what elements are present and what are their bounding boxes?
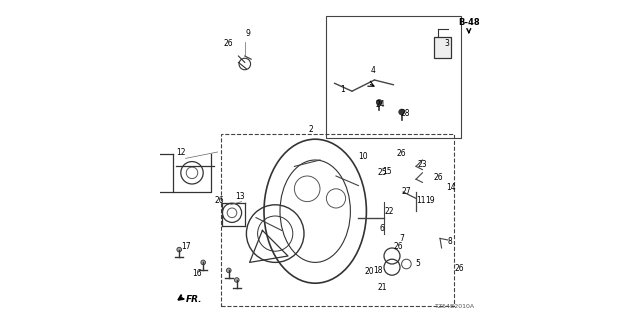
Circle shape (177, 247, 182, 252)
Text: 26: 26 (397, 149, 406, 158)
Text: 4: 4 (371, 66, 375, 75)
Text: TZ54B2010A: TZ54B2010A (435, 304, 475, 309)
Text: 6: 6 (380, 224, 385, 233)
Text: 8: 8 (447, 237, 452, 246)
Text: 27: 27 (401, 188, 412, 196)
Circle shape (399, 109, 404, 115)
Text: 13: 13 (235, 192, 245, 201)
Text: 26: 26 (394, 242, 403, 251)
Text: 1: 1 (340, 85, 345, 94)
Text: 16: 16 (192, 269, 202, 278)
Text: 26: 26 (433, 173, 444, 182)
Text: 3: 3 (444, 39, 449, 48)
Text: 26: 26 (224, 39, 234, 48)
Circle shape (234, 278, 239, 282)
Text: 18: 18 (373, 266, 382, 275)
Text: 25: 25 (378, 168, 387, 177)
Circle shape (201, 260, 205, 265)
Text: 15: 15 (382, 167, 392, 176)
Text: 26: 26 (454, 264, 464, 273)
Text: 2: 2 (308, 125, 313, 134)
Text: 24: 24 (376, 100, 386, 108)
Bar (221, 134, 454, 306)
Text: 28: 28 (400, 109, 410, 118)
Text: 12: 12 (176, 148, 186, 156)
Text: 26: 26 (214, 196, 224, 204)
Text: 5: 5 (415, 260, 420, 268)
Text: 19: 19 (426, 196, 435, 204)
Text: B-48: B-48 (458, 18, 479, 27)
Text: FR.: FR. (186, 295, 202, 304)
Text: 7: 7 (399, 234, 404, 243)
Text: 10: 10 (358, 152, 368, 161)
Circle shape (227, 268, 231, 273)
Text: 11: 11 (416, 196, 426, 204)
Circle shape (377, 100, 382, 105)
Text: 9: 9 (246, 29, 250, 38)
Text: 23: 23 (417, 160, 428, 169)
Bar (434, 37, 451, 58)
Text: 17: 17 (180, 242, 191, 251)
Bar (326, 16, 461, 138)
Text: 22: 22 (384, 207, 394, 216)
Text: 14: 14 (446, 183, 456, 192)
Text: 21: 21 (378, 284, 387, 292)
Text: 20: 20 (365, 268, 374, 276)
